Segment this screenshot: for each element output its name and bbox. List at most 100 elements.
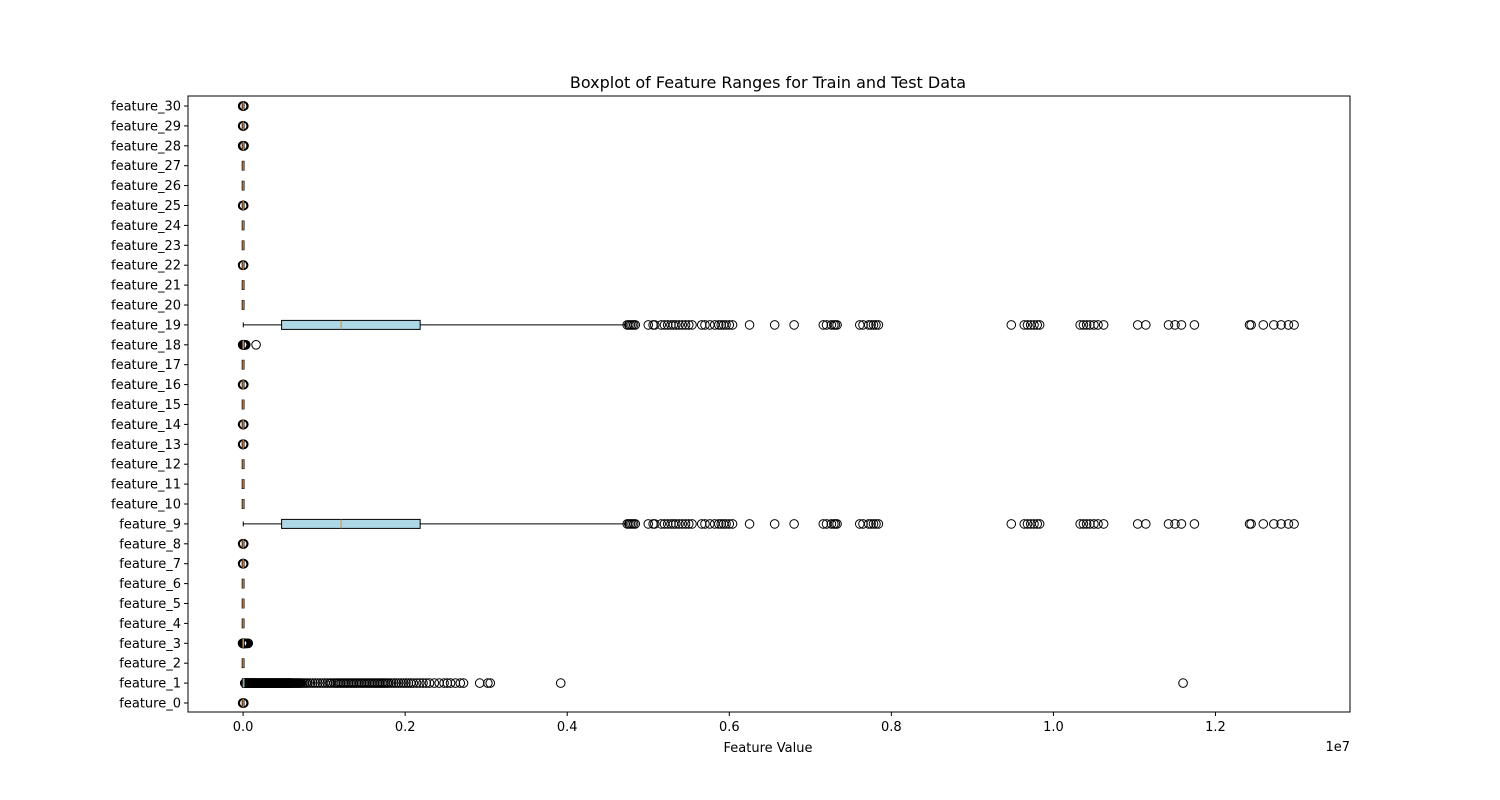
outlier-point	[677, 320, 688, 330]
y-tick-label-feature_23: feature_23	[111, 239, 181, 254]
outlier-point	[683, 320, 694, 330]
y-tick-label-feature_2: feature_2	[119, 657, 181, 672]
outlier-point	[445, 678, 456, 688]
outlier-point	[674, 519, 684, 529]
outlier-point	[1006, 519, 1017, 529]
outlier-point	[727, 519, 738, 529]
outlier-point	[721, 519, 731, 529]
x-tick-label: 0.2	[395, 720, 416, 735]
box-feature_7	[237, 558, 249, 569]
iqr-box	[281, 319, 421, 330]
outlier-point	[303, 678, 313, 688]
y-tick-label-feature_8: feature_8	[119, 537, 181, 552]
outlier-point	[439, 678, 449, 688]
y-tick-label-feature_21: feature_21	[111, 279, 181, 294]
outlier-point	[677, 519, 688, 529]
outlier-point	[1170, 320, 1180, 330]
box-feature_6	[241, 578, 245, 589]
outlier-point	[724, 320, 735, 330]
outlier-point	[871, 519, 881, 529]
outlier-point	[744, 519, 755, 529]
x-axis: 0.0 0.2 0.4 0.6 0.8 1.0 1.2	[233, 712, 1226, 735]
outlier-point	[1258, 519, 1269, 529]
box-feature_19	[242, 319, 1299, 330]
outlier-point	[700, 320, 710, 330]
y-tick-label-feature_7: feature_7	[119, 557, 181, 572]
y-tick-label-feature_15: feature_15	[111, 398, 181, 413]
outlier-point	[656, 320, 667, 330]
y-tick-label-feature_27: feature_27	[111, 159, 181, 174]
box-feature_18	[237, 339, 261, 350]
outlier-point	[1283, 519, 1294, 529]
outlier-point	[721, 320, 731, 330]
outlier-point	[1081, 320, 1092, 330]
outlier-point	[251, 340, 261, 350]
outlier-point	[307, 678, 318, 688]
outlier-point	[826, 320, 837, 330]
outlier-point	[411, 678, 422, 688]
box-feature_16	[237, 379, 249, 390]
outlier-point	[391, 678, 402, 688]
iqr-box	[281, 518, 421, 529]
outlier-point	[310, 678, 321, 688]
outlier-point	[832, 320, 842, 330]
y-tick-label-feature_30: feature_30	[111, 100, 181, 115]
outlier-point	[769, 320, 780, 330]
outlier-point	[434, 678, 444, 688]
box-feature_10	[241, 499, 245, 509]
box-feature_13	[237, 439, 249, 450]
outlier-point	[871, 320, 881, 330]
y-tick-label-feature_19: feature_19	[111, 318, 181, 333]
outlier-point	[727, 320, 738, 330]
outlier-point	[401, 678, 411, 688]
outlier-point	[649, 320, 660, 330]
outlier-point	[414, 678, 425, 688]
outlier-point	[1022, 519, 1033, 529]
outlier-point	[1276, 519, 1286, 529]
outlier-point	[418, 678, 428, 688]
outlier-point	[630, 320, 641, 330]
y-axis: feature_0 feature_1 feature_2 feature_3 feat…	[111, 100, 188, 712]
y-tick-label-feature_12: feature_12	[111, 458, 181, 473]
outlier-point	[1178, 678, 1188, 688]
box-feature_9	[242, 518, 1299, 529]
outlier-point	[1093, 519, 1103, 529]
y-tick-label-feature_1: feature_1	[119, 677, 181, 692]
x-tick-label: 1.2	[1205, 720, 1226, 735]
outlier-point	[393, 678, 404, 688]
y-tick-label-feature_17: feature_17	[111, 358, 181, 373]
outlier-point	[1269, 320, 1279, 330]
box-feature_14	[237, 419, 249, 430]
outlier-point	[863, 320, 874, 330]
outlier-point	[868, 320, 879, 330]
outlier-point	[1032, 320, 1043, 330]
outlier-point	[643, 519, 654, 529]
outlier-point	[1081, 519, 1092, 529]
y-tick-label-feature_0: feature_0	[119, 697, 181, 712]
y-tick-label-feature_18: feature_18	[111, 338, 181, 353]
outlier-point	[1078, 320, 1089, 330]
outlier-point	[868, 519, 879, 529]
outlier-point	[389, 678, 399, 688]
box-feature_30	[237, 101, 249, 111]
outlier-point	[873, 320, 884, 330]
outlier-point	[474, 678, 485, 688]
box-feature_4	[241, 618, 245, 629]
outlier-point	[643, 320, 654, 330]
box-feature_26	[241, 180, 245, 191]
outlier-point	[1189, 519, 1200, 529]
outlier-point	[656, 519, 667, 529]
box-feature_5	[241, 598, 245, 609]
y-tick-label-feature_14: feature_14	[111, 418, 181, 433]
box-feature_28	[237, 140, 249, 151]
y-tick-label-feature_11: feature_11	[111, 478, 181, 493]
y-tick-label-feature_5: feature_5	[119, 597, 181, 612]
outlier-point	[1289, 519, 1299, 529]
outlier-point	[1246, 320, 1256, 330]
outlier-point	[485, 678, 496, 688]
box-feature_29	[237, 121, 249, 131]
y-tick-label-feature_28: feature_28	[111, 139, 181, 154]
outlier-point	[1006, 320, 1017, 330]
outlier-point	[1140, 320, 1151, 330]
x-tick-label: 0.8	[881, 720, 902, 735]
